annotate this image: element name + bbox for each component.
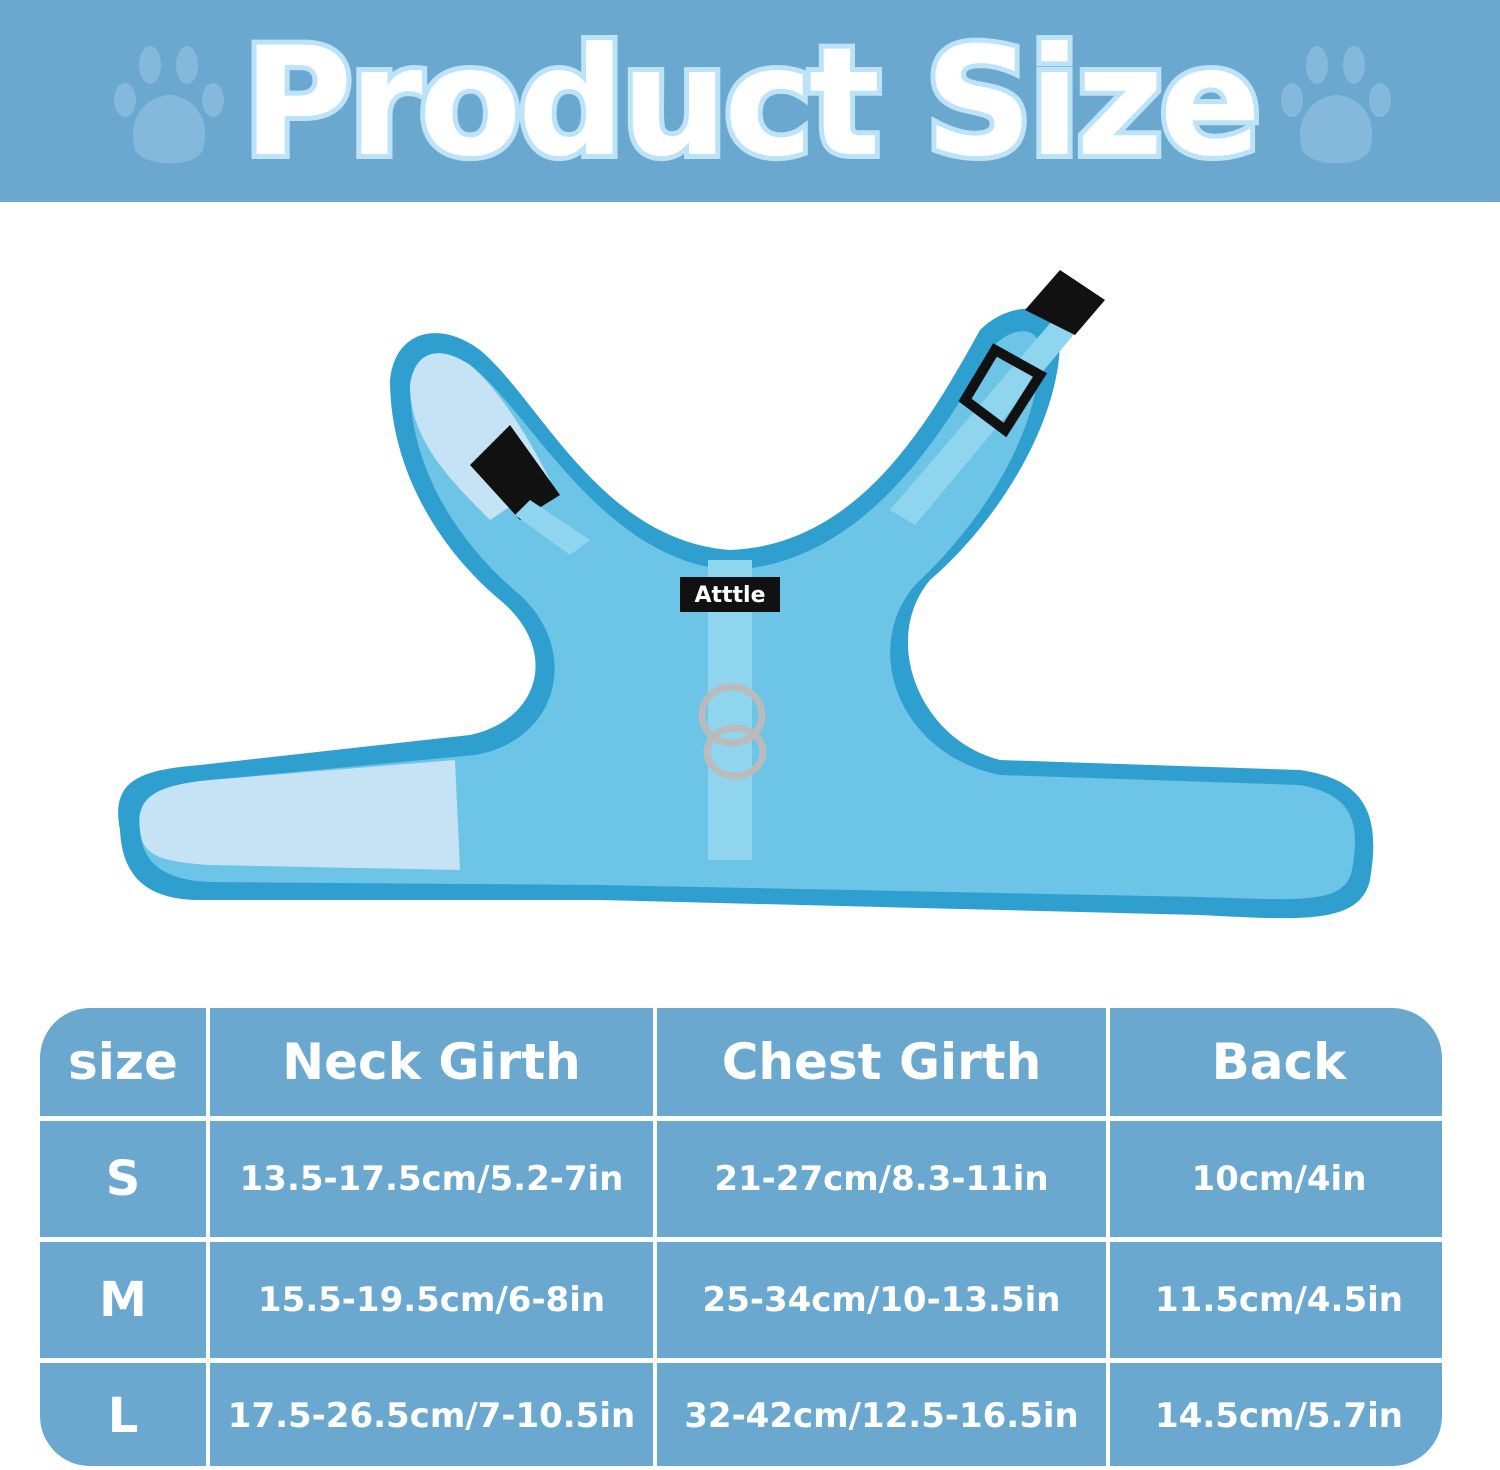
header-size: size <box>40 1008 206 1116</box>
size-l: L <box>40 1363 206 1466</box>
back-m: 11.5cm/4.5in <box>1110 1242 1442 1358</box>
chest-girth-m: 25-34cm/10-13.5in <box>657 1242 1106 1358</box>
brand-label: Atttle <box>694 583 765 608</box>
paw-print-icon <box>114 46 224 164</box>
size-s: S <box>40 1121 206 1237</box>
size-chart-table: size Neck Girth Chest Girth Back S 13.5-… <box>40 1008 1442 1466</box>
header-neck-girth: Neck Girth <box>210 1008 653 1116</box>
back-l: 14.5cm/5.7in <box>1110 1363 1442 1466</box>
size-m: M <box>40 1242 206 1358</box>
neck-girth-s: 13.5-17.5cm/5.2-7in <box>210 1121 653 1237</box>
neck-girth-l: 17.5-26.5cm/7-10.5in <box>210 1363 653 1466</box>
neck-girth-m: 15.5-19.5cm/6-8in <box>210 1242 653 1358</box>
paw-print-icon <box>1281 46 1391 164</box>
page-title: Product Size <box>238 13 1266 193</box>
harness-product-image: Atttle <box>118 270 1374 919</box>
header-back: Back <box>1110 1008 1442 1116</box>
title-banner: Product Size <box>0 0 1500 202</box>
back-s: 10cm/4in <box>1110 1121 1442 1237</box>
chest-girth-l: 32-42cm/12.5-16.5in <box>657 1363 1106 1466</box>
chest-girth-s: 21-27cm/8.3-11in <box>657 1121 1106 1237</box>
header-chest-girth: Chest Girth <box>657 1008 1106 1116</box>
